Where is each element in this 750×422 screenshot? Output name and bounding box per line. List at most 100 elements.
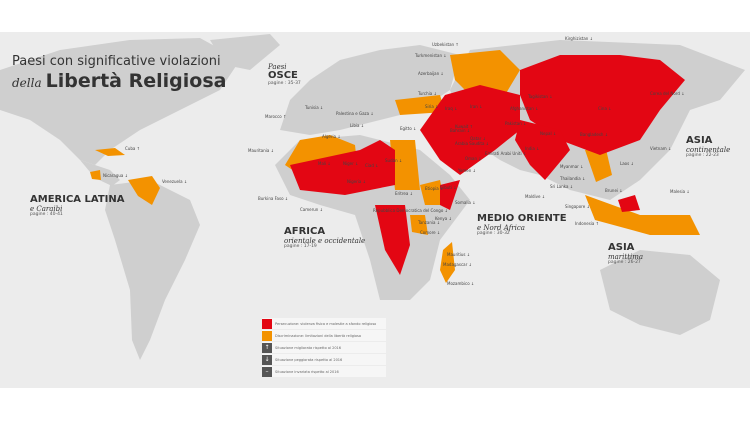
country-labels: Cuba ↑ Nicaragua ↓ Venezuela ↓ Marocco ↑ Mau… [103, 36, 690, 286]
europe [280, 45, 460, 135]
world-map: Cuba ↑ Nicaragua ↓ Venezuela ↓ Marocco ↑ Mau… [0, 32, 750, 388]
malaysia-shape [618, 195, 640, 212]
title-main: Libertà Religiosa [45, 70, 227, 92]
venezuela-shape [128, 176, 160, 205]
legend: Persecuzione: violenza fisica e molestie… [262, 318, 386, 378]
country-label: Nigeria ↓ [347, 179, 366, 184]
country-label: Laos ↓ [620, 161, 634, 166]
country-label: Bangladesh ↓ [580, 132, 608, 137]
country-label: Corea del Nord ↓ [650, 91, 685, 96]
country-label: Sri Lanka ↓ [550, 184, 573, 189]
north-america [0, 38, 240, 165]
country-label: Cuba ↑ [125, 146, 140, 151]
country-label: Siria ↓ [425, 104, 438, 109]
legend-persecution: Persecuzione: violenza fisica e molestie… [262, 318, 386, 329]
country-label: Qatar ↓ [470, 136, 486, 141]
madagascar-shape [440, 242, 455, 283]
arrow-up-icon: ↑ [262, 342, 272, 353]
country-label: Azerbaijan ↓ [418, 71, 444, 76]
country-label: Bahrain ↓ [450, 128, 470, 133]
country-label: Madagascar ↓ [443, 262, 472, 267]
country-label: Mozambico ↓ [447, 281, 474, 286]
egypt-sudan-shape [390, 140, 420, 190]
country-label: Tunisia ↓ [304, 105, 323, 110]
country-label: Maldive ↓ [525, 194, 545, 199]
central-asia-shape [450, 50, 520, 95]
australia [600, 250, 720, 335]
legend-improved: ↑ Situazione migliorata rispetto al 2016 [262, 342, 386, 353]
country-label: Somalia ↓ [455, 200, 476, 205]
somalia-shape [440, 180, 460, 210]
country-label: Mali ↓ [318, 161, 331, 166]
title-line1: Paesi con significative violazioni [12, 54, 221, 69]
country-label: Comore ↓ [420, 230, 440, 235]
ethiopia-shape [420, 180, 445, 205]
country-label: Uzbekistan ↑ [432, 42, 459, 47]
indonesia-shape [585, 195, 700, 235]
region-osce: Paesi OSCE pagine : 35-37 [268, 63, 301, 86]
country-label: Nepal ↓ [540, 131, 556, 136]
orange-swatch-icon [262, 330, 272, 341]
country-label: Turchia ↓ [417, 91, 437, 96]
country-label: Niger ↓ [343, 161, 358, 166]
region-america-latina: AMERICA LATINA e Caraibi pagine : 40-41 [30, 194, 125, 217]
cuba-shape [95, 148, 125, 156]
dash-icon: – [262, 366, 272, 377]
country-label: Eritrea ↓ [395, 191, 413, 196]
tanzania-shape [410, 215, 428, 235]
region-asia-continentale: ASIA continentale pagine : 22-23 [686, 135, 731, 158]
map-svg: Cuba ↑ Nicaragua ↓ Venezuela ↓ Marocco ↑ Mau… [0, 34, 745, 360]
country-label: Libia ↓ [350, 123, 364, 128]
country-label: Kirghizistan ↓ [565, 36, 593, 41]
country-label: Iran ↓ [470, 104, 482, 109]
country-label: Cina ↓ [598, 106, 612, 111]
country-label: Palestina e Gaza ↓ [336, 111, 374, 116]
country-label: Tanzania ↓ [417, 220, 440, 225]
country-label: Indonesia ↑ [575, 221, 599, 226]
country-label: Algeria ↓ [322, 134, 341, 139]
country-label: Gibuti ↓ [440, 185, 457, 190]
country-label: Afghanistan ↓ [510, 106, 538, 111]
country-label: Myanmar ↓ [560, 164, 583, 169]
region-africa: AFRICA orientale e occidentale pagine : … [284, 226, 366, 249]
red-swatch-icon [262, 318, 272, 329]
country-label: Venezuela ↓ [162, 179, 187, 184]
country-label: Nicaragua ↓ [103, 173, 128, 178]
country-label: Iraq ↓ [445, 106, 457, 111]
country-label: Kenya ↓ [435, 216, 452, 221]
sahel-shape [290, 140, 395, 195]
country-label: Brunei ↓ [605, 188, 623, 193]
country-label: Mauritius ↓ [447, 252, 470, 257]
country-label: Camerun ↓ [300, 207, 323, 212]
region-asia-marittima: ASIA marittima pagine : 26-27 [608, 242, 644, 265]
drc-shape [375, 205, 410, 275]
title-line2: della Libertà Religiosa [12, 70, 226, 92]
persecution-countries [290, 55, 685, 275]
turkey-shape [395, 95, 445, 115]
legend-discrimination: Discriminazione: limitazioni della liber… [262, 330, 386, 341]
legend-worsened: ↓ Situazione peggiorata rispetto al 2016 [262, 354, 386, 365]
greenland [210, 34, 280, 70]
country-label: Singapore ↓ [565, 204, 590, 209]
country-label: Mauritania ↓ [248, 148, 274, 153]
country-label: Ciad ↓ [365, 163, 379, 168]
legend-unchanged: – Situazione invariata rispetto al 2016 [262, 366, 386, 377]
middle-east-shape [420, 85, 520, 175]
arrow-down-icon: ↓ [262, 354, 272, 365]
country-label: India ↓ [525, 146, 539, 151]
country-label: Oman ↓ [465, 156, 482, 161]
country-label: Malesia ↓ [670, 189, 690, 194]
country-label: Sudan ↓ [385, 158, 402, 163]
country-label: Vietnam ↓ [650, 146, 671, 151]
country-label: Yemen ↓ [457, 168, 476, 173]
title-prefix: della [12, 76, 42, 90]
country-label: Arabia Saudita ↓ [455, 141, 489, 146]
country-label: Pakistan ↓ [505, 121, 526, 126]
country-label: Tagikistan ↓ [527, 94, 553, 99]
country-label: Repubblica Democratica del Congo ↓ [373, 208, 448, 213]
sea-shape [585, 145, 612, 182]
country-label: Emirati Arabi Uniti ↓ [485, 151, 526, 156]
country-label: Turkmenistan ↓ [414, 53, 447, 58]
china-shape [520, 55, 685, 155]
country-label: Burkina Faso ↓ [258, 196, 288, 201]
